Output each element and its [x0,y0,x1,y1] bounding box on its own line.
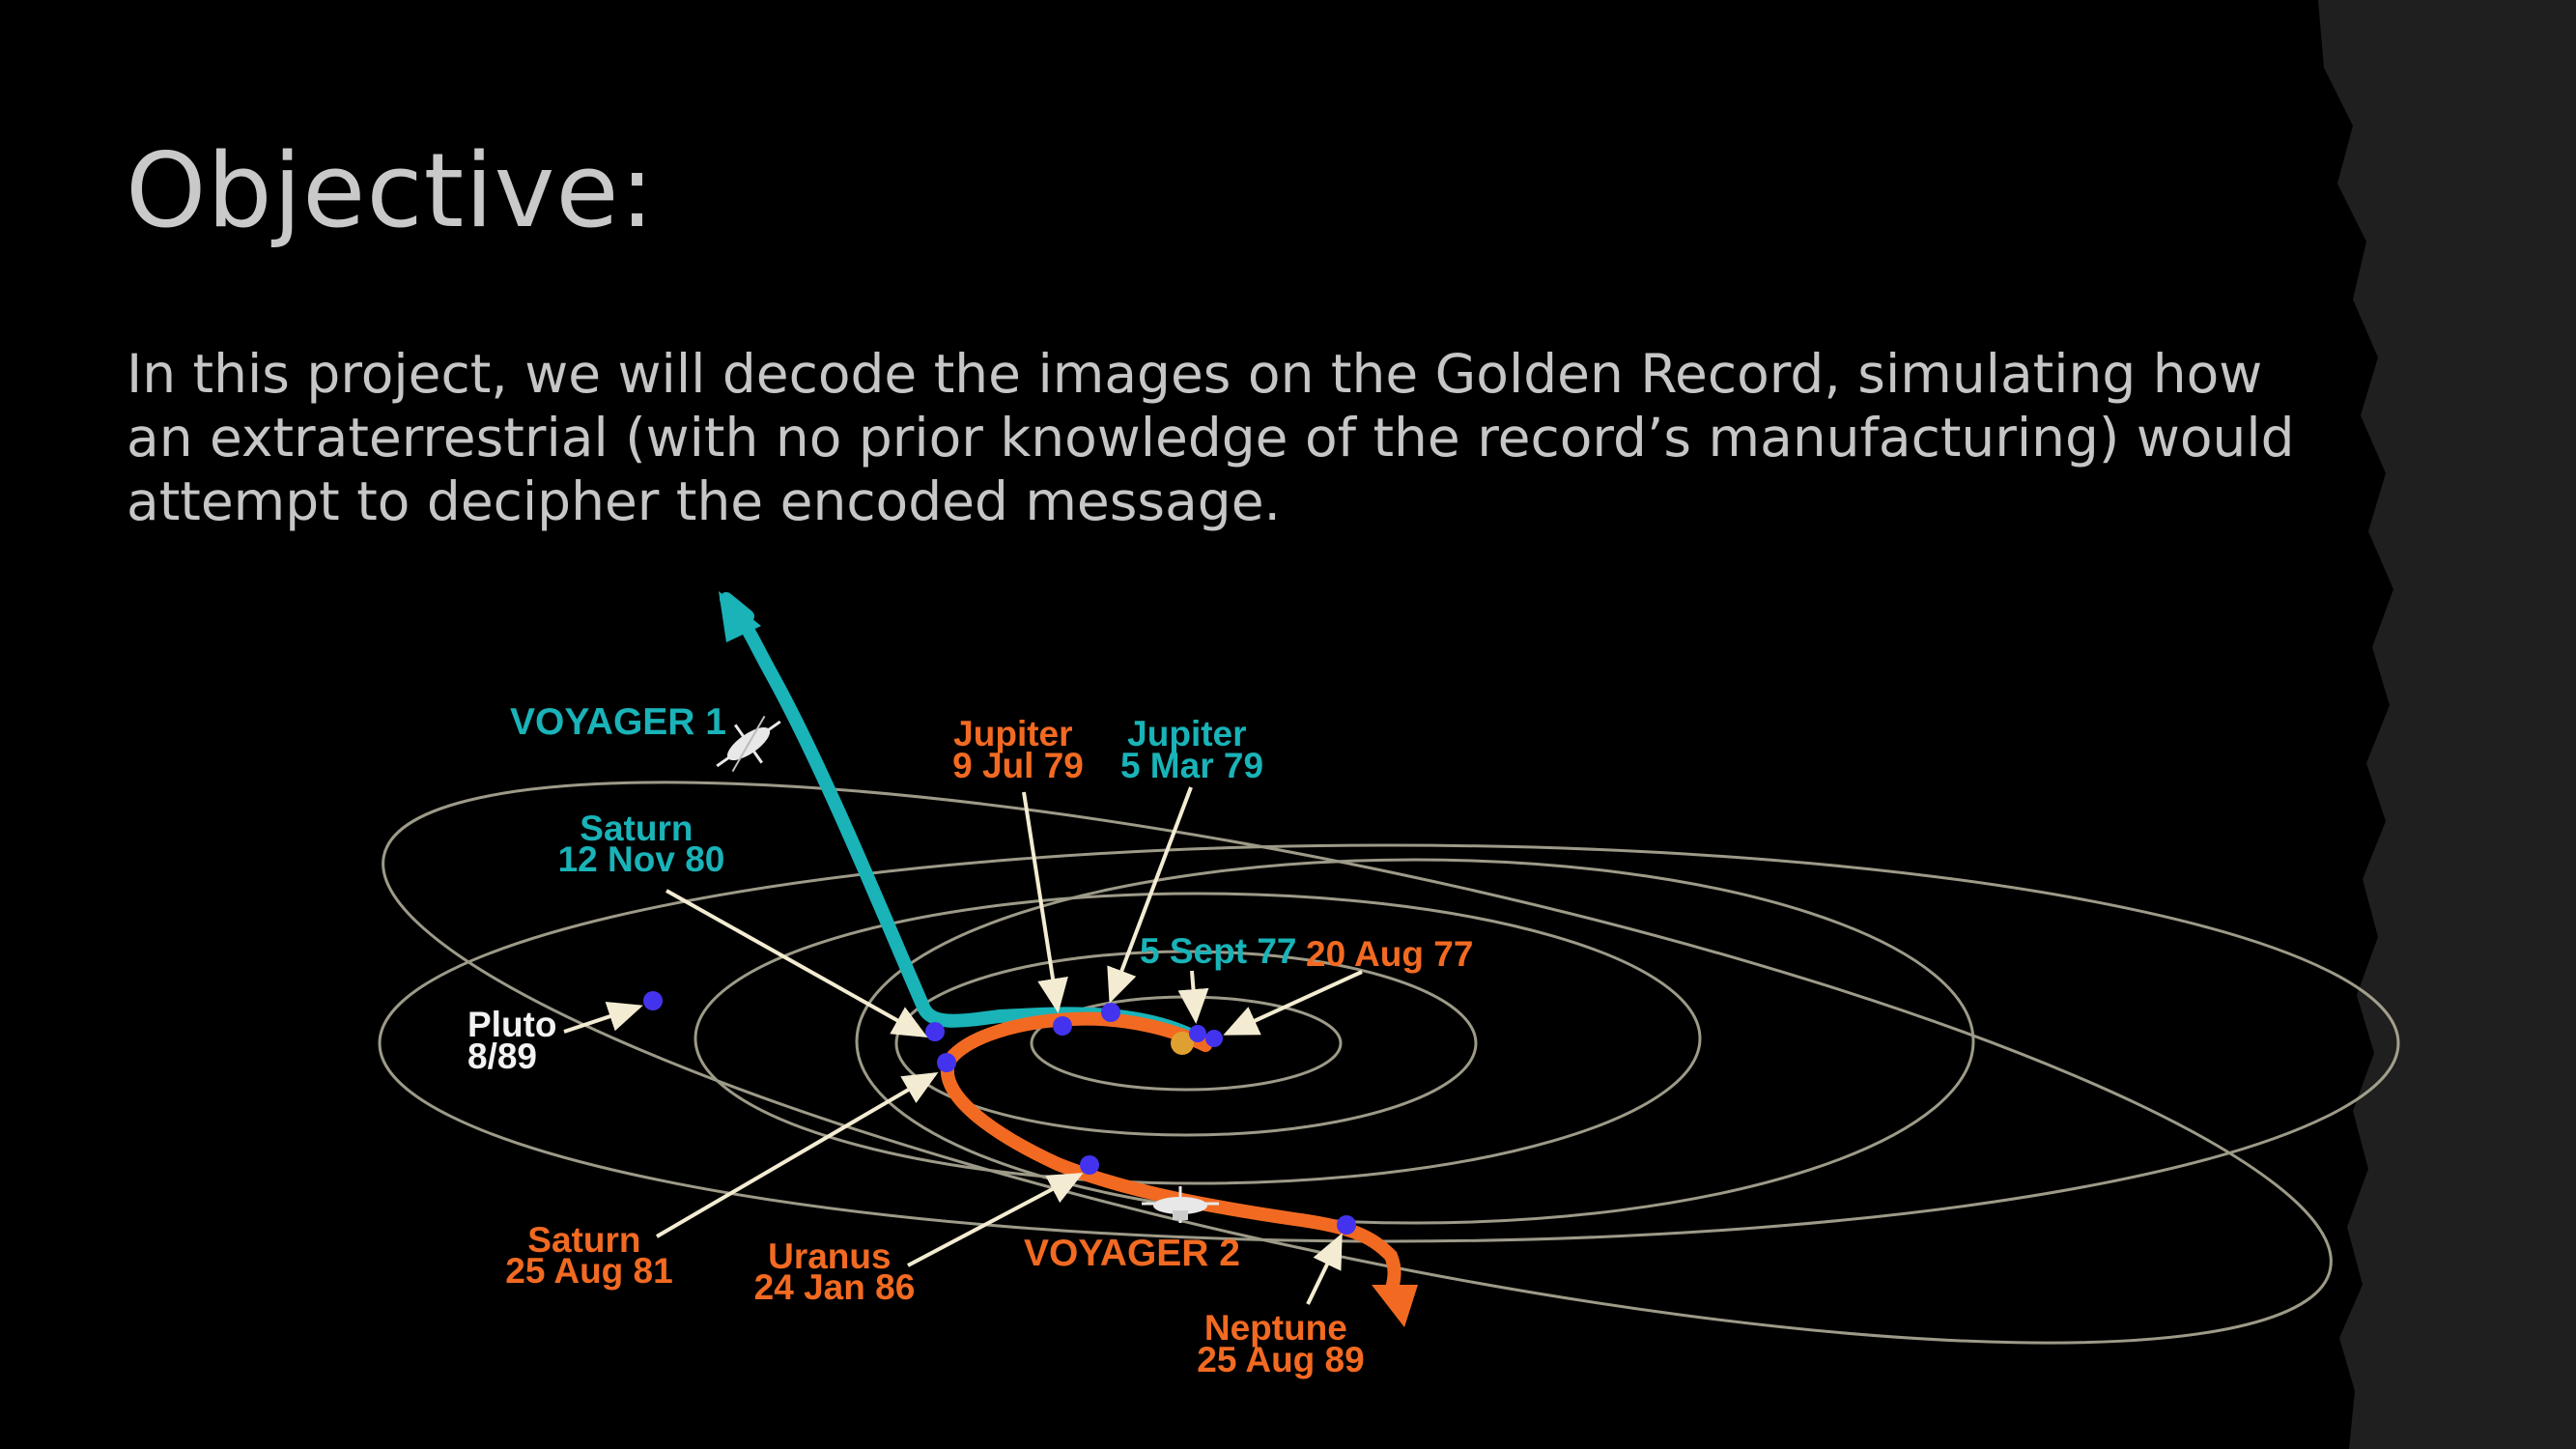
jupiter-v1-dot [1101,1003,1120,1022]
sun-icon [1171,1032,1194,1055]
uranus-label-name: Uranus [768,1236,891,1276]
uranus-label: Uranus 24 Jan 86 [754,1236,916,1307]
saturn-v1-label-name: Saturn [580,809,693,848]
pluto-label-date: 8/89 [467,1037,537,1076]
jupiter-v2-dot [1053,1016,1072,1036]
voyager1-trajectory [719,591,1209,1048]
saturn-v2-dot [937,1053,956,1072]
saturn-v2-label: Saturn 25 Aug 81 [505,1220,672,1291]
slide-title: Objective: [126,131,656,250]
neptune-label-date: 25 Aug 89 [1197,1340,1364,1379]
jupiter-v2-label: Jupiter 9 Jul 79 [952,714,1084,785]
voyager2-label: VOYAGER 2 [1024,1233,1240,1274]
pluto-dot [643,991,663,1010]
pluto-label-name: Pluto [467,1005,556,1044]
planet-encounter-points [643,991,1356,1235]
jupiter-v1-label-name: Jupiter [1127,714,1246,753]
uranus-dot [1080,1155,1099,1175]
launch-v2-dot [1205,1030,1223,1047]
voyager1-spacecraft-icon [716,715,781,773]
jupiter-v2-label-name: Jupiter [953,714,1072,753]
launch-v1-label: 5 Sept 77 [1140,931,1296,971]
pluto-label: Pluto 8/89 [467,1005,567,1076]
orbit-saturn [694,892,1702,1185]
saturn-v2-label-date: 25 Aug 81 [505,1251,672,1291]
saturn-v2-label-name: Saturn [527,1220,640,1260]
voyager1-label: VOYAGER 1 [510,701,726,743]
orbit-neptune [378,843,2400,1243]
launch-v2-label: 20 Aug 77 [1306,934,1473,974]
orbit-uranus [855,858,1975,1225]
jupiter-v2-label-date: 9 Jul 79 [952,746,1084,785]
launch-v1-dot [1189,1025,1206,1042]
label-pointers [563,786,1363,1305]
voyager2-trajectory [940,1011,1418,1327]
uranus-label-date: 24 Jan 86 [754,1267,916,1307]
jupiter-v1-label-date: 5 Mar 79 [1120,746,1263,785]
voyager2-spacecraft-icon [1142,1186,1219,1223]
orbit-jupiter [894,950,1478,1137]
voyager2-arrow-head [1372,1285,1418,1327]
slide-body-text: In this project, we will decode the imag… [127,343,2295,532]
saturn-v1-label-date: 12 Nov 80 [558,839,725,879]
saturn-v1-dot [925,1022,945,1041]
jupiter-v1-label: Jupiter 5 Mar 79 [1120,714,1263,785]
saturn-v1-label: Saturn 12 Nov 80 [558,809,725,879]
neptune-label-name: Neptune [1204,1308,1347,1348]
neptune-label: Neptune 25 Aug 89 [1197,1308,1364,1379]
planetary-orbits [378,781,2400,1345]
neptune-dot [1337,1215,1356,1235]
